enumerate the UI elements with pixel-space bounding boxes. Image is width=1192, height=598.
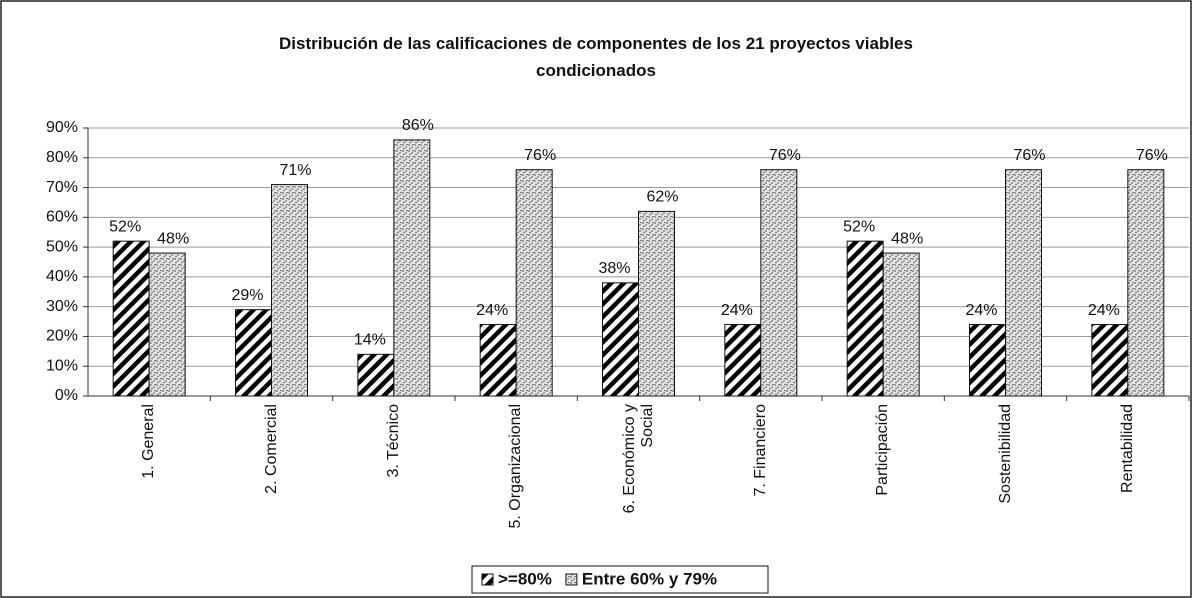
chart-title: Distribución de las calificaciones de co… — [279, 34, 913, 80]
y-tick-label: 0% — [55, 387, 78, 404]
bar — [357, 353, 395, 397]
x-tick-label: Rentabilidad — [1118, 404, 1136, 493]
data-label: 76% — [524, 147, 556, 164]
legend: >=80% Entre 60% y 79% — [471, 565, 769, 594]
bar — [638, 210, 675, 397]
bar — [846, 240, 884, 397]
data-label: 52% — [109, 218, 141, 235]
bar — [969, 324, 1006, 397]
y-tick-label: 80% — [46, 149, 78, 166]
bar — [148, 252, 186, 397]
data-label: 62% — [646, 189, 678, 206]
data-label: 71% — [279, 162, 311, 179]
data-label: 86% — [402, 117, 434, 134]
data-label: 76% — [1013, 147, 1045, 164]
legend-swatch — [565, 573, 578, 586]
data-label: 29% — [231, 287, 263, 304]
x-tick-label: 3. Técnico — [384, 404, 402, 478]
x-tick-label: Participación — [874, 404, 892, 496]
y-tick-label: 60% — [46, 209, 78, 226]
y-tick-label: 10% — [46, 357, 78, 374]
bar — [724, 324, 762, 397]
y-tick-label: 50% — [46, 238, 78, 255]
y-tick-label: 70% — [46, 179, 78, 196]
data-label: 24% — [965, 302, 997, 319]
data-label: 24% — [476, 302, 508, 319]
bar — [760, 169, 798, 397]
legend-box — [471, 565, 769, 594]
data-label: 24% — [721, 302, 753, 319]
x-tick-label: Sostenibilidad — [996, 404, 1014, 504]
bar — [515, 169, 553, 397]
bar — [1127, 169, 1165, 397]
data-label: 48% — [891, 230, 923, 247]
data-label: 14% — [354, 332, 386, 349]
bar — [271, 184, 308, 397]
bar — [393, 139, 431, 397]
data-label: 48% — [157, 230, 189, 247]
legend-label: Entre 60% y 79% — [582, 569, 717, 588]
bar — [882, 252, 920, 397]
bar — [479, 324, 517, 397]
legend-label: >=80% — [498, 569, 552, 588]
data-label: 38% — [598, 260, 630, 277]
bar — [602, 282, 639, 397]
bar — [1091, 324, 1129, 397]
legend-swatch — [481, 573, 494, 586]
bar — [235, 309, 272, 397]
data-label: 24% — [1088, 302, 1120, 319]
x-tick-label: 7. Financiero — [751, 404, 769, 497]
bar — [112, 240, 150, 397]
data-label: 76% — [769, 147, 801, 164]
y-tick-label: 30% — [46, 298, 78, 315]
y-tick-label: 20% — [46, 328, 78, 345]
y-tick-label: 40% — [46, 268, 78, 285]
x-tick-label: 2. Comercial — [262, 404, 280, 494]
data-label: 76% — [1136, 147, 1168, 164]
x-tick-label: 5. Organizacional — [507, 404, 525, 529]
x-tick-label: 6. Económico y Social — [620, 404, 656, 514]
y-tick-label: 90% — [46, 119, 78, 136]
x-tick-label: 1. General — [140, 404, 158, 479]
data-label: 52% — [843, 218, 875, 235]
bar — [1005, 169, 1042, 397]
